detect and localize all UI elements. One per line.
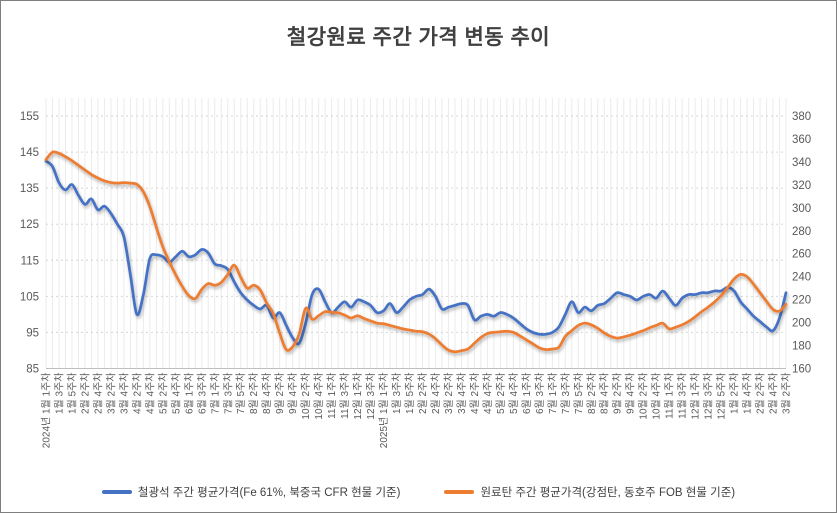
legend-swatch-coking-coal: [444, 490, 475, 494]
x-axis-tick-label: 6월 1주차: [183, 373, 195, 415]
x-axis-tick-label: 10월 2주차: [638, 373, 650, 420]
x-axis-tick-label: 2월 4주차: [768, 373, 780, 415]
x-axis-tick-label: 6월 3주차: [196, 373, 208, 415]
right-axis-tick-label: 200: [792, 318, 811, 330]
x-axis-tick-label: 7월 1주차: [547, 373, 559, 415]
left-axis-tick-label: 105: [20, 291, 39, 303]
x-axis-tick-label: 11월 1주차: [664, 373, 676, 419]
right-axis-tick-label: 220: [792, 295, 811, 307]
x-axis-tick-label: 3월 4주차: [456, 373, 468, 415]
x-axis-tick-label: 7월 5주차: [235, 373, 247, 415]
legend-label: 원료탄 주간 평균가격(강점탄, 동호주 FOB 현물 기준): [480, 487, 736, 499]
right-axis-tick-label: 340: [792, 157, 811, 169]
x-axis-tick-label: 1월 5주차: [66, 373, 78, 415]
right-axis-tick-label: 180: [792, 341, 811, 353]
legend: 철광석 주간 평균가격(Fe 61%, 북중국 CFR 현물 기준) 원료탄 주간…: [1, 484, 836, 500]
x-axis-tick-label: 2월 2주차: [755, 373, 767, 415]
vertical-gridlines: [45, 98, 787, 369]
x-axis-tick-label: 1월 3주차: [391, 373, 403, 415]
x-axis-tick-label: 3월 4주차: [118, 373, 130, 415]
x-axis-tick-label: 5월 4주차: [508, 373, 520, 415]
x-axis-tick-label: 12월 5주차: [716, 373, 728, 420]
right-axis-tick-label: 320: [792, 180, 811, 192]
chart-title: 철강원료 주간 가격 변동 추이: [286, 26, 551, 49]
left-axis-tick-label: 125: [20, 219, 39, 231]
x-axis-tick-label: 7월 3주차: [222, 373, 234, 415]
x-axis-tick-label: 5월 2주차: [157, 373, 169, 415]
x-axis-tick-label: 11월 3주차: [677, 373, 689, 419]
x-axis-tick-label: 9월 2주차: [274, 373, 286, 415]
left-axis-tick-label: 95: [26, 327, 39, 339]
x-axis-tick-label: 11월 3주차: [339, 373, 351, 419]
x-axis-tick-label: 2025년 1월 1주차: [378, 373, 390, 449]
x-axis-tick-label: 8월 2주차: [586, 373, 598, 415]
x-axis-tick-label: 12월 1주차: [352, 373, 364, 420]
x-axis-tick-label: 7월 1주차: [209, 373, 221, 415]
legend-item-coking-coal: 원료탄 주간 평균가격(강점탄, 동호주 FOB 현물 기준): [444, 484, 735, 500]
x-axis-tick-label: 9월 4주차: [625, 373, 637, 415]
right-axis-tick-label: 260: [792, 249, 811, 261]
x-axis-tick-label: 8월 4주차: [599, 373, 611, 415]
x-axis-tick-label: 1월 4주차: [742, 373, 754, 415]
x-axis-tick-label: 2월 4주차: [430, 373, 442, 415]
x-axis-tick-label: 4월 4주차: [144, 373, 156, 415]
x-axis-tick-label: 10월 4주차: [313, 373, 325, 420]
x-axis-tick-label: 1월 5주차: [404, 373, 416, 415]
x-axis-tick-label: 4월 2주차: [131, 373, 143, 415]
x-axis-tick-label: 12월 3주차: [365, 373, 377, 420]
right-axis-tick-label: 360: [792, 134, 811, 146]
x-axis-tick-label: 10월 4주차: [651, 373, 663, 420]
x-axis-tick-label: 6월 1주차: [521, 373, 533, 415]
right-axis-tick-label: 160: [792, 364, 811, 376]
left-axis-tick-label: 155: [20, 111, 39, 123]
x-axis-tick-label: 5월 4주차: [170, 373, 182, 415]
x-axis-tick-label: 2월 2주차: [79, 373, 91, 415]
left-axis-tick-labels: 155 145 135 125 115 105 95 85: [20, 111, 39, 376]
x-axis-tick-label: 3월 2주차: [105, 373, 117, 415]
x-axis-tick-label: 9월 2주차: [612, 373, 624, 415]
x-axis-tick-label: 7월 5주차: [573, 373, 585, 415]
right-axis-tick-labels: 380 360 340 320 300 280 260 240 220 200 180 160: [792, 111, 811, 376]
x-axis-tick-label: 2월 4주차: [92, 373, 104, 415]
x-axis-tick-label: 9월 4주차: [287, 373, 299, 415]
coking-coal-line: [44, 150, 788, 354]
x-axis-tick-label: 10월 2주차: [300, 373, 312, 420]
left-axis-tick-label: 115: [21, 255, 39, 267]
x-axis-tick-label: 7월 3주차: [560, 373, 572, 415]
legend-label: 철광석 주간 평균가격(Fe 61%, 북중국 CFR 현물 기준): [137, 487, 401, 499]
x-axis-tick-labels: 2024년 1월 1주차 1월 3주차 1월 5주차 2월 2주차 2월 4주차 3월 2…: [41, 373, 793, 449]
x-axis-tick-label: 4월 4주차: [482, 373, 494, 415]
x-axis-tick-label: 11월 1주차: [326, 373, 338, 419]
legend-item-iron-ore: 철광석 주간 평균가격(Fe 61%, 북중국 CFR 현물 기준): [101, 484, 401, 500]
x-axis-tick-label: 3월 2주차: [781, 373, 793, 415]
right-axis-tick-label: 380: [792, 111, 811, 123]
x-axis-tick-label: 1월 3주차: [53, 373, 65, 415]
right-axis-tick-label: 240: [792, 272, 811, 284]
x-axis-tick-label: 2024년 1월 1주차: [41, 373, 53, 449]
x-axis-tick-label: 3월 2주차: [443, 373, 455, 415]
left-axis-tick-label: 85: [26, 364, 39, 376]
x-axis-tick-label: 4월 2주차: [469, 373, 481, 415]
x-axis-tick-label: 6월 3주차: [534, 373, 546, 415]
x-axis-tick-label: 5월 2주차: [495, 373, 507, 415]
legend-swatch-iron-ore: [101, 490, 132, 494]
right-axis-tick-label: 300: [792, 203, 811, 215]
x-axis-tick-label: 12월 3주차: [703, 373, 715, 420]
x-axis-tick-label: 12월 1주차: [690, 373, 702, 420]
x-axis-tick-label: 1월 2주차: [729, 373, 741, 415]
right-axis-tick-label: 280: [792, 226, 811, 238]
x-axis-tick-label: 8월 4주차: [261, 373, 273, 415]
x-axis-tick-label: 2월 2주차: [417, 373, 429, 415]
left-axis-tick-label: 135: [20, 183, 39, 195]
x-axis-tick-label: 8월 2주차: [248, 373, 260, 415]
left-axis-tick-label: 145: [20, 147, 39, 159]
